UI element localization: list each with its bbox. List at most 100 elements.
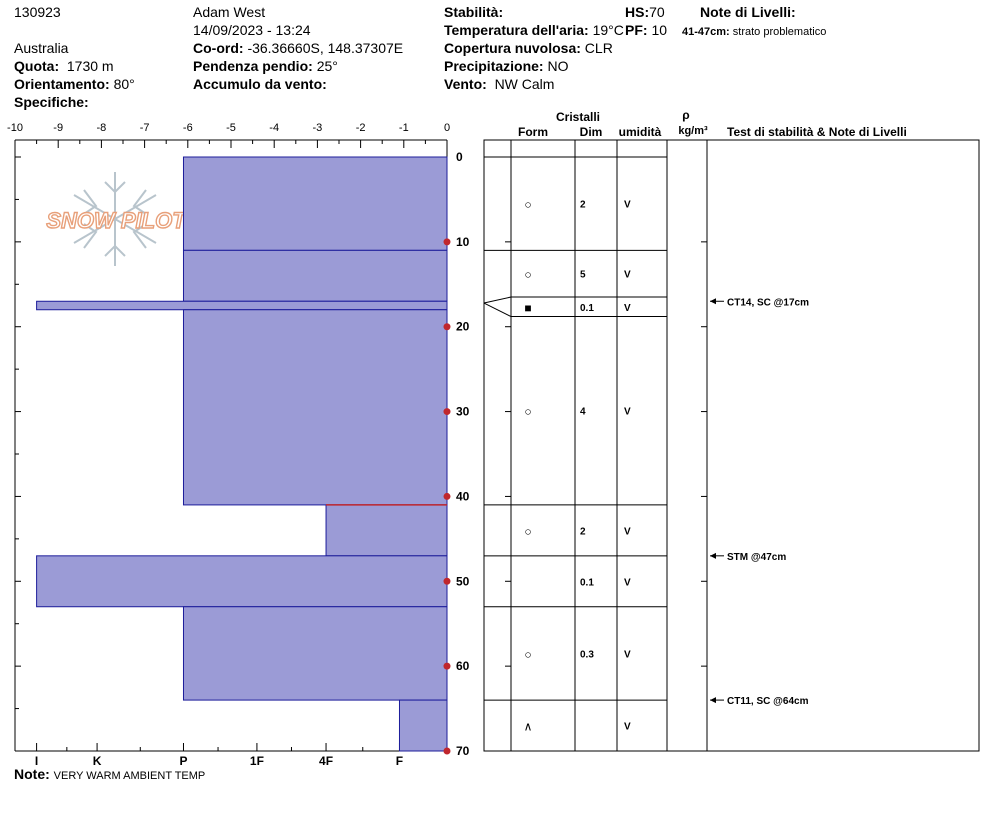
specifics-label: Specifiche: bbox=[14, 94, 89, 110]
temp-tick-label: -4 bbox=[269, 122, 279, 134]
layer-moisture: V bbox=[624, 722, 631, 733]
crystal-size: 0.1 bbox=[580, 303, 594, 314]
crystal-size: 2 bbox=[580, 200, 586, 211]
header-crystals: Cristalli bbox=[556, 110, 600, 124]
slope-value: 25° bbox=[316, 58, 338, 74]
layer-moisture: V bbox=[624, 200, 631, 211]
depth-tick-label: 60 bbox=[456, 659, 470, 673]
coord-value: -36.36660S, 148.37307E bbox=[247, 40, 404, 56]
temp-tick-label: -8 bbox=[97, 122, 107, 134]
cloud-label: Copertura nuvolosa: bbox=[444, 40, 581, 56]
profile-id: 130923 bbox=[14, 4, 61, 20]
crystal-form: ○ bbox=[524, 405, 531, 419]
datetime: 14/09/2023 - 13:24 bbox=[193, 22, 311, 38]
layer-moisture: V bbox=[624, 577, 631, 588]
crystal-form: ∧ bbox=[524, 720, 533, 734]
slope-label: Pendenza pendio: bbox=[193, 58, 313, 74]
location: Australia bbox=[14, 40, 69, 56]
crystal-size: 0.3 bbox=[580, 649, 594, 660]
slope-row: Pendenza pendio: 25° bbox=[193, 58, 338, 74]
layer-note-row: 41-47cm: strato problematico bbox=[682, 24, 826, 40]
hardness-tick-label: 1F bbox=[250, 754, 264, 768]
stability-test-label: CT11, SC @64cm bbox=[727, 696, 809, 707]
depth-tick-label: 30 bbox=[456, 405, 470, 419]
stability-test-label: CT14, SC @17cm bbox=[727, 297, 809, 308]
wind-loading-label: Accumulo da vento: bbox=[193, 76, 327, 92]
note-text: VERY WARM AMBIENT TEMP bbox=[53, 770, 206, 782]
hs-value: 70 bbox=[649, 4, 665, 20]
crystal-size: 5 bbox=[580, 270, 586, 281]
crystal-size: 4 bbox=[580, 407, 586, 418]
stability-test-label: STM @47cm bbox=[727, 552, 786, 563]
temperature-point bbox=[443, 408, 451, 416]
layer-moisture: V bbox=[624, 526, 631, 537]
crystal-form: ○ bbox=[524, 647, 531, 661]
layer-connector bbox=[483, 296, 512, 304]
aspect-row: Orientamento: 80° bbox=[14, 76, 135, 92]
temp-tick-label: -9 bbox=[53, 122, 63, 134]
stability-row: Stabilità: bbox=[444, 4, 503, 20]
layer-notes-title: Note di Livelli: bbox=[700, 4, 796, 20]
cloud-value: CLR bbox=[584, 40, 613, 56]
temp-tick-label: -6 bbox=[183, 122, 193, 134]
temp-tick-label: -7 bbox=[140, 122, 150, 134]
hardness-tick-label: K bbox=[93, 754, 102, 768]
logo-text: SNOW PILOT bbox=[46, 208, 187, 233]
wind-row: Vento: NW Calm bbox=[444, 76, 554, 92]
header-density-unit: kg/m³ bbox=[678, 125, 708, 137]
temperature-point bbox=[443, 492, 451, 500]
stability-arrowhead bbox=[710, 697, 716, 704]
coord-label: Co-ord: bbox=[193, 40, 244, 56]
coord-row: Co-ord: -36.36660S, 148.37307E bbox=[193, 40, 403, 56]
hardness-bar bbox=[182, 309, 448, 506]
depth-tick-label: 10 bbox=[456, 235, 470, 249]
hardness-tick-label: F bbox=[396, 754, 403, 768]
layer-connector bbox=[483, 302, 512, 317]
stability-arrowhead bbox=[710, 552, 716, 559]
depth-tick-label: 70 bbox=[456, 744, 470, 758]
elevation-label: Quota: bbox=[14, 58, 60, 74]
crystal-size: 0.1 bbox=[580, 577, 594, 588]
header-moisture: umidità bbox=[619, 125, 662, 139]
temp-tick-label: -5 bbox=[226, 122, 236, 134]
hardness-bar bbox=[398, 699, 448, 752]
wind-label: Vento: bbox=[444, 76, 487, 92]
temp-tick-label: 0 bbox=[444, 122, 450, 134]
pf-label: PF: bbox=[625, 22, 648, 38]
air-temp-value: 19°C bbox=[592, 22, 624, 38]
temp-tick-label: -10 bbox=[7, 122, 23, 134]
crystal-form: ■ bbox=[524, 301, 531, 315]
specifics-row: Specifiche: bbox=[14, 94, 89, 110]
crystal-form: ○ bbox=[524, 198, 531, 212]
cloud-row: Copertura nuvolosa: CLR bbox=[444, 40, 613, 56]
crystal-size: 2 bbox=[580, 526, 586, 537]
aspect-value: 80° bbox=[113, 76, 135, 92]
header-tests: Test di stabilità & Note di Livelli bbox=[727, 125, 907, 139]
layers-table-frame bbox=[483, 139, 980, 752]
stability-label: Stabilità: bbox=[444, 4, 504, 20]
layer-notes-label: Note di Livelli: bbox=[700, 4, 796, 20]
hs-label: HS: bbox=[625, 4, 650, 20]
footer-note: Note: VERY WARM AMBIENT TEMP bbox=[14, 766, 205, 784]
air-temp-label: Temperatura dell'aria: bbox=[444, 22, 589, 38]
depth-tick-label: 0 bbox=[456, 150, 463, 164]
temperature-point bbox=[443, 577, 451, 585]
depth-tick-label: 50 bbox=[456, 574, 470, 588]
hardness-bar bbox=[36, 300, 448, 311]
header-size: Dim bbox=[580, 125, 603, 139]
layer-note-text: strato problematico bbox=[732, 26, 827, 38]
temperature-point bbox=[443, 238, 451, 246]
header-rho: ρ bbox=[682, 108, 689, 122]
precip-row: Precipitazione: NO bbox=[444, 58, 568, 74]
hardness-bar bbox=[325, 504, 448, 557]
layer-moisture: V bbox=[624, 649, 631, 660]
hardness-bar bbox=[182, 606, 448, 701]
hardness-bar bbox=[182, 156, 448, 251]
depth-tick-label: 40 bbox=[456, 489, 470, 503]
crystal-form: ○ bbox=[524, 524, 531, 538]
depth-tick-label: 20 bbox=[456, 320, 470, 334]
layer-moisture: V bbox=[624, 270, 631, 281]
temperature-point bbox=[443, 662, 451, 670]
aspect-label: Orientamento: bbox=[14, 76, 110, 92]
